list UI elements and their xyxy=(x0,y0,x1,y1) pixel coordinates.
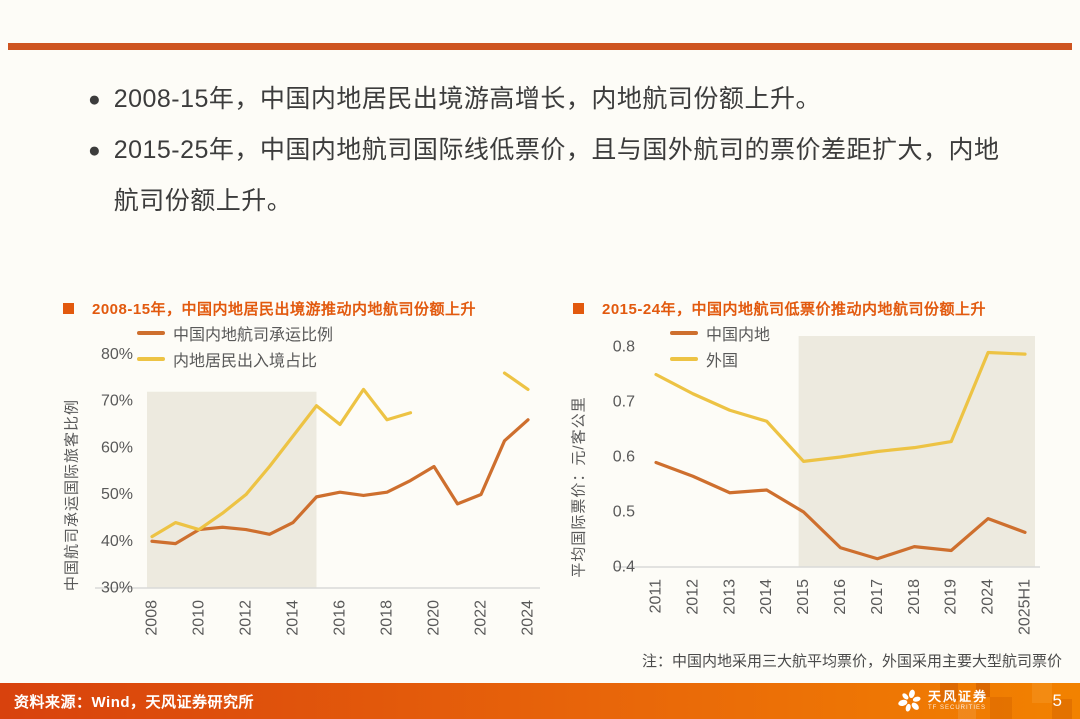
chart-carrier-share: 2008-15年，中国内地居民出境游推动内地航司份额上升 中国内地航司承运比例内… xyxy=(60,298,565,680)
highlight-region xyxy=(147,391,317,588)
line-chart: 0.4 0.5 0.6 0.7 0.8 2011 2012 2013 2014 2015 2016 2… xyxy=(613,336,1040,635)
x-tick-label: 2018 xyxy=(379,600,396,636)
y-axis-label: 中国航司承运国际旅客比例 xyxy=(63,398,81,592)
chart-legend: 中国内地 外国 xyxy=(670,320,770,372)
x-tick-label: 2011 xyxy=(648,579,665,614)
y-tick-label: 60% xyxy=(101,439,133,456)
y-axis-label: 平均国际票价：元/客公里 xyxy=(570,396,588,578)
y-tick-label: 0.8 xyxy=(613,339,635,356)
x-tick-label: 2008 xyxy=(144,600,161,636)
chart-title-row: 2008-15年，中国内地居民出境游推动内地航司份额上升 xyxy=(60,298,565,319)
x-tick-label: 2015 xyxy=(795,579,812,615)
x-tick-label: 2024 xyxy=(980,579,997,615)
chart-title: 2015-24年，中国内地航司低票价推动内地航司份额上升 xyxy=(602,301,987,318)
highlight-region xyxy=(798,336,1035,567)
chart-footnote: 注：中国内地采用三大航平均票价，外国采用主要大型航司票价 xyxy=(641,653,1062,670)
legend-line-swatch xyxy=(670,331,698,335)
x-tick-label: 2014 xyxy=(758,579,775,615)
legend-item: 内地居民出入境占比 xyxy=(137,346,333,372)
x-tick-label: 2017 xyxy=(869,579,886,615)
brand-logo: 天风证券 TF SECURITIES xyxy=(897,683,988,719)
x-tick-label: 2020 xyxy=(426,600,443,636)
source-text: 资料来源：Wind，天风证券研究所 xyxy=(14,693,255,711)
brand-subtitle: TF SECURITIES xyxy=(927,705,986,711)
y-tick-label: 30% xyxy=(101,580,133,597)
legend-line-swatch xyxy=(137,331,165,335)
x-tick-label: 2025H1 xyxy=(1017,579,1034,635)
x-tick-label: 2022 xyxy=(473,600,490,636)
series-line xyxy=(150,418,530,546)
line-chart: 30% 40% 50% 60% 70% 80% 2008 2010 2012 2014 2016 20… xyxy=(95,346,540,636)
legend-label: 外国 xyxy=(706,353,739,370)
x-tick-label: 2013 xyxy=(721,579,738,615)
series-line xyxy=(502,371,530,391)
x-tick-label: 2018 xyxy=(906,579,923,615)
legend-line-swatch xyxy=(137,357,165,361)
series-line xyxy=(654,460,1027,561)
top-divider-rule xyxy=(8,43,1072,50)
y-tick-label: 70% xyxy=(101,393,133,410)
series-line xyxy=(654,350,1027,464)
footer-mosaic-decoration xyxy=(920,683,1080,719)
page-number: 5 xyxy=(1052,691,1062,710)
legend-label: 内地居民出入境占比 xyxy=(173,353,318,370)
legend-item: 中国内地 xyxy=(670,320,770,346)
y-tick-label: 0.7 xyxy=(613,394,635,411)
legend-item: 中国内地航司承运比例 xyxy=(137,320,333,346)
brand-text: 天风证券 TF SECURITIES xyxy=(928,690,988,712)
chart-average-fare: 2015-24年，中国内地航司低票价推动内地航司份额上升 中国内地外国 平均国际… xyxy=(570,298,1080,680)
x-tick-label: 2024 xyxy=(520,600,537,636)
y-tick-label: 0.6 xyxy=(613,449,635,466)
bullet-dot-icon: ● xyxy=(88,88,101,111)
square-bullet-icon xyxy=(63,303,74,314)
legend-item: 外国 xyxy=(670,346,770,372)
legend-label: 中国内地 xyxy=(706,327,771,344)
chart-legend: 中国内地航司承运比例 内地居民出入境占比 xyxy=(137,320,333,372)
tf-securities-flower-icon xyxy=(898,689,921,712)
legend-line-swatch xyxy=(670,357,698,361)
bullet-item: ● 2015-25年，中国内地航司国际线低票价，且与国外航司的票价差距扩大，内地… xyxy=(88,125,1010,227)
bullet-dot-icon: ● xyxy=(88,139,101,162)
bullet-text: 2008-15年，中国内地居民出境游高增长，内地航司份额上升。 xyxy=(113,85,821,113)
y-tick-label: 40% xyxy=(101,533,133,550)
footer-bar: 资料来源：Wind，天风证券研究所 天风证券 TF SECURITIES 5 xyxy=(0,683,1080,719)
legend-label: 中国内地航司承运比例 xyxy=(173,327,334,344)
y-tick-label: 0.5 xyxy=(613,504,635,521)
x-tick-label: 2014 xyxy=(285,600,302,636)
bullet-list: ● 2008-15年，中国内地居民出境游高增长，内地航司份额上升。 ● 2015… xyxy=(88,74,1010,227)
x-tick-label: 2010 xyxy=(191,600,208,636)
x-tick-label: 2012 xyxy=(238,600,255,636)
y-tick-label: 80% xyxy=(101,346,133,363)
x-tick-label: 2016 xyxy=(832,579,849,615)
y-tick-label: 0.4 xyxy=(613,559,635,576)
chart-title: 2008-15年，中国内地居民出境游推动内地航司份额上升 xyxy=(92,301,477,318)
bullet-item: ● 2008-15年，中国内地居民出境游高增长，内地航司份额上升。 xyxy=(88,74,1010,125)
brand-name: 天风证券 xyxy=(927,689,988,704)
square-bullet-icon xyxy=(573,303,584,314)
bullet-text: 2015-25年，中国内地航司国际线低票价，且与国外航司的票价差距扩大，内地航司… xyxy=(113,136,1000,215)
y-tick-label: 50% xyxy=(101,486,133,503)
x-tick-label: 2016 xyxy=(332,600,349,636)
x-tick-label: 2019 xyxy=(943,579,960,615)
series-line xyxy=(150,387,413,539)
x-tick-label: 2012 xyxy=(684,579,701,615)
chart-title-row: 2015-24年，中国内地航司低票价推动内地航司份额上升 xyxy=(570,298,1080,319)
